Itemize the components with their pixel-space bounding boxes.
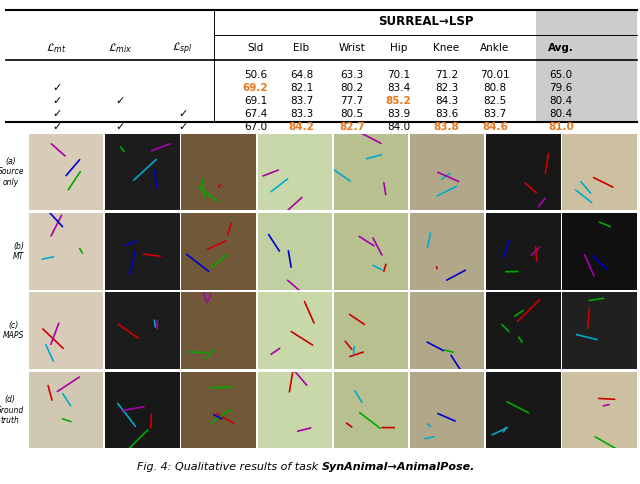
Text: 83.4: 83.4 xyxy=(387,83,410,93)
Text: ✓: ✓ xyxy=(52,122,61,132)
Text: 80.8: 80.8 xyxy=(483,83,506,93)
Text: Wrist: Wrist xyxy=(339,43,365,53)
Text: ✓: ✓ xyxy=(178,122,188,132)
Text: 50.6: 50.6 xyxy=(244,70,267,80)
Text: Elb: Elb xyxy=(293,43,310,53)
Text: Ankle: Ankle xyxy=(481,43,509,53)
Text: (a)
Source
only: (a) Source only xyxy=(0,157,24,187)
Text: 83.3: 83.3 xyxy=(290,109,313,119)
Text: 82.7: 82.7 xyxy=(339,122,365,132)
Text: 82.1: 82.1 xyxy=(290,83,313,93)
Text: 77.7: 77.7 xyxy=(340,96,364,106)
Text: 80.4: 80.4 xyxy=(550,96,573,106)
Text: 83.8: 83.8 xyxy=(433,122,460,132)
Text: $\mathcal{L}_{spl}$: $\mathcal{L}_{spl}$ xyxy=(172,40,193,57)
Text: 69.1: 69.1 xyxy=(244,96,267,106)
Text: 71.2: 71.2 xyxy=(435,70,458,80)
Bar xyxy=(536,10,637,122)
Text: 67.4: 67.4 xyxy=(244,109,267,119)
Text: Fig. 4: Qualitative results of task: Fig. 4: Qualitative results of task xyxy=(137,462,321,472)
Text: 80.5: 80.5 xyxy=(340,109,364,119)
Text: ✓: ✓ xyxy=(115,96,125,106)
Text: Avg.: Avg. xyxy=(548,43,574,53)
Text: 83.6: 83.6 xyxy=(435,109,458,119)
Text: 79.6: 79.6 xyxy=(550,83,573,93)
Text: $\mathcal{L}_{mix}$: $\mathcal{L}_{mix}$ xyxy=(108,42,132,55)
Text: 82.5: 82.5 xyxy=(483,96,507,106)
Text: SynAnimal→AnimalPose.: SynAnimal→AnimalPose. xyxy=(321,462,475,472)
Text: 84.6: 84.6 xyxy=(482,122,508,132)
Text: 80.4: 80.4 xyxy=(550,109,573,119)
Text: 67.0: 67.0 xyxy=(244,122,267,132)
Text: ✓: ✓ xyxy=(115,122,125,132)
Text: 84.2: 84.2 xyxy=(289,122,314,132)
Text: 69.2: 69.2 xyxy=(243,83,268,93)
Text: Knee: Knee xyxy=(433,43,460,53)
Text: 85.2: 85.2 xyxy=(386,96,412,106)
Text: (d)
Ground
truth: (d) Ground truth xyxy=(0,395,24,425)
Text: 83.9: 83.9 xyxy=(387,109,410,119)
Text: 65.0: 65.0 xyxy=(550,70,573,80)
Text: 83.7: 83.7 xyxy=(290,96,313,106)
Text: 63.3: 63.3 xyxy=(340,70,364,80)
Text: Hip: Hip xyxy=(390,43,407,53)
Text: 84.3: 84.3 xyxy=(435,96,458,106)
Text: (c)
MAPS: (c) MAPS xyxy=(3,321,24,340)
Text: 83.7: 83.7 xyxy=(483,109,507,119)
Text: 84.0: 84.0 xyxy=(387,122,410,132)
Text: (b)
MT: (b) MT xyxy=(13,242,24,261)
Text: 80.2: 80.2 xyxy=(340,83,364,93)
Text: SURREAL→LSP: SURREAL→LSP xyxy=(378,15,474,28)
Text: 70.01: 70.01 xyxy=(480,70,510,80)
Text: 64.8: 64.8 xyxy=(290,70,313,80)
Text: ✓: ✓ xyxy=(178,109,188,119)
Text: ✓: ✓ xyxy=(52,109,61,119)
Text: 70.1: 70.1 xyxy=(387,70,410,80)
Text: ✓: ✓ xyxy=(52,83,61,93)
Text: 81.0: 81.0 xyxy=(548,122,574,132)
Text: Sld: Sld xyxy=(247,43,264,53)
Text: 82.3: 82.3 xyxy=(435,83,458,93)
Text: $\mathcal{L}_{mt}$: $\mathcal{L}_{mt}$ xyxy=(47,42,67,55)
Text: ✓: ✓ xyxy=(52,96,61,106)
